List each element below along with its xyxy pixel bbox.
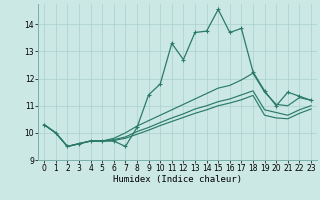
X-axis label: Humidex (Indice chaleur): Humidex (Indice chaleur) — [113, 175, 242, 184]
